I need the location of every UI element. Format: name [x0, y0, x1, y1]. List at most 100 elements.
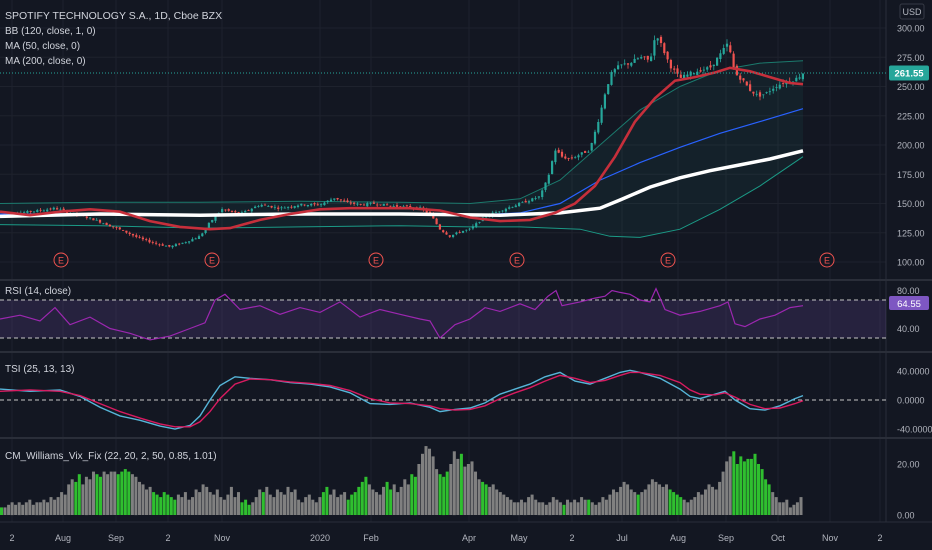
- indicator-ma200-label[interactable]: MA (200, close, 0): [5, 56, 86, 67]
- vix-fix-bar: [534, 499, 538, 515]
- candle: [673, 65, 676, 74]
- vix-fix-bar: [629, 489, 633, 515]
- vix-fix-bar: [371, 489, 375, 515]
- vix-fix-bar: [367, 484, 371, 515]
- candle: [201, 232, 204, 237]
- vix-fix-bar: [49, 497, 53, 515]
- candle: [643, 56, 646, 60]
- candle: [696, 68, 699, 76]
- vix-fix-bar: [771, 492, 775, 515]
- vix-fix-bar: [463, 466, 467, 515]
- candle: [633, 54, 636, 63]
- x-tick-label: Nov: [214, 533, 231, 543]
- vix-fix-bar: [640, 492, 644, 515]
- candle: [732, 51, 735, 70]
- candle: [541, 188, 544, 200]
- indicator-ma50-label[interactable]: MA (50, close, 0): [5, 41, 80, 52]
- vix-fix-bar: [707, 484, 711, 515]
- candle: [725, 39, 729, 52]
- vix-fix-bar: [714, 489, 718, 515]
- candle: [597, 119, 600, 135]
- candle: [438, 223, 441, 230]
- candle: [108, 224, 111, 227]
- vix-fix-bar: [781, 502, 785, 516]
- candle: [102, 222, 105, 225]
- vix-fix-bar: [226, 494, 230, 515]
- vix-fix-bar: [268, 494, 272, 515]
- earnings-marker[interactable]: E: [819, 252, 835, 268]
- vix-fix-bar: [757, 464, 761, 515]
- vix-fix-bar: [633, 492, 637, 515]
- candle: [607, 84, 610, 95]
- candle: [768, 87, 771, 96]
- vix-fix-bar: [31, 504, 35, 515]
- candle: [699, 67, 702, 73]
- y-tick-label: 40.0000: [897, 367, 930, 377]
- candle: [221, 207, 224, 214]
- vix-fix-bar: [60, 492, 64, 515]
- vix-fix-bar: [403, 479, 407, 515]
- vix-fix-bar: [329, 494, 333, 515]
- candle: [636, 57, 639, 60]
- rsi-value-badge: [889, 296, 929, 310]
- indicator-bb-label[interactable]: BB (120, close, 1, 0): [5, 26, 96, 37]
- time-scale[interactable]: 2 Aug Sep 2 Nov 2020 Feb Apr May 2 Jul Aug Sep Oct Nov…: [9, 533, 882, 543]
- rsi-pane[interactable]: [0, 287, 886, 341]
- vix-fix-bar: [686, 502, 690, 516]
- vix-fix-bar: [265, 486, 269, 515]
- candle: [98, 219, 102, 224]
- earnings-marker[interactable]: E: [509, 252, 525, 268]
- candle: [498, 211, 501, 214]
- vix-fix-bar: [753, 453, 757, 515]
- candle: [346, 198, 349, 203]
- vix-fix-bar: [435, 469, 439, 515]
- vix-fix-pane[interactable]: [0, 446, 803, 516]
- vix-fix-bar: [608, 494, 612, 515]
- vix-fix-bar: [396, 492, 400, 515]
- vix-fix-bar: [201, 484, 205, 515]
- vix-fix-bar: [258, 489, 262, 515]
- candle: [719, 49, 722, 63]
- tsi-pane[interactable]: [0, 369, 886, 430]
- vix-fix-bar: [99, 476, 103, 516]
- earnings-marker[interactable]: E: [368, 252, 384, 268]
- vix-fix-bar: [290, 492, 294, 515]
- tsi-label[interactable]: TSI (25, 13, 13): [5, 364, 74, 375]
- vix-fix-bar: [116, 474, 120, 515]
- candle: [567, 157, 570, 161]
- candle: [382, 203, 385, 206]
- earnings-marker[interactable]: E: [660, 252, 676, 268]
- candle: [158, 243, 161, 247]
- vix-fix-bar: [665, 484, 669, 515]
- vix-fix-bar: [21, 504, 25, 515]
- candle: [287, 206, 290, 210]
- earnings-marker[interactable]: E: [204, 252, 220, 268]
- candle: [702, 66, 705, 74]
- vix-fix-bar: [693, 497, 697, 515]
- candle: [95, 218, 98, 221]
- vix-fix-bar: [788, 507, 792, 515]
- candle: [362, 203, 366, 206]
- earnings-marker[interactable]: E: [53, 252, 69, 268]
- candle: [184, 241, 187, 244]
- candle: [551, 160, 554, 175]
- rsi-label[interactable]: RSI (14, close): [5, 286, 71, 297]
- candle: [435, 217, 438, 225]
- vix-fix-bar: [668, 489, 672, 515]
- vix-fix-bar: [336, 497, 340, 515]
- price-scale[interactable]: 300.00 275.00 250.00 225.00 200.00 175.00 150.…: [897, 24, 932, 521]
- candle: [570, 154, 573, 160]
- candle: [587, 150, 590, 153]
- vix-fix-bar: [343, 492, 347, 515]
- vix-fix-bar: [718, 481, 722, 515]
- vix-fix-label[interactable]: CM_Williams_Vix_Fix (22, 20, 2, 50, 0.85…: [5, 451, 217, 462]
- vix-fix-bar: [569, 502, 573, 516]
- candle: [155, 240, 158, 246]
- candle: [471, 224, 474, 231]
- vix-fix-bar: [587, 499, 591, 515]
- candle: [36, 208, 39, 213]
- currency-badge[interactable]: [899, 3, 925, 20]
- vix-fix-bar: [240, 502, 244, 516]
